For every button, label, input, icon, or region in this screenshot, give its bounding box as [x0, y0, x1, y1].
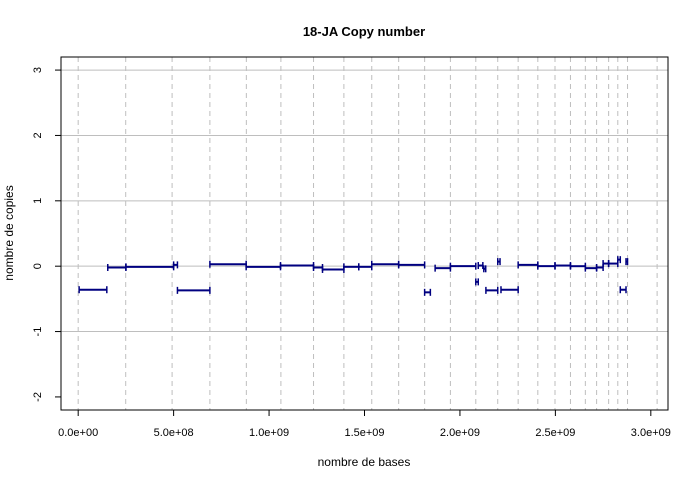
x-tick-label: 3.0e+09	[631, 427, 671, 439]
segment	[177, 287, 209, 294]
chart-title: 18-JA Copy number	[303, 24, 425, 39]
horizontal-grid	[61, 70, 668, 331]
segment	[281, 262, 314, 269]
y-tick-label: 2	[32, 132, 44, 138]
x-tick-label: 1.5e+09	[344, 427, 384, 439]
segment	[174, 261, 178, 268]
segment	[486, 287, 498, 294]
segment	[597, 264, 603, 271]
segment	[570, 263, 585, 270]
segment	[538, 263, 555, 270]
segment	[359, 263, 372, 270]
segment	[246, 263, 280, 270]
y-tick-label: 0	[32, 263, 44, 269]
y-tick-label: 1	[32, 198, 44, 204]
x-tick-label: 5.0e+08	[154, 427, 194, 439]
copy-number-segments	[79, 256, 627, 296]
x-axis-label: nombre de bases	[318, 455, 411, 469]
y-tick-label: -2	[32, 392, 44, 402]
x-tick-label: 2.5e+09	[535, 427, 575, 439]
segment	[501, 286, 518, 293]
y-tick-label: 3	[32, 67, 44, 73]
segment	[314, 264, 323, 271]
y-axis-label: nombre de copies	[2, 185, 16, 280]
segment	[323, 266, 344, 273]
segment	[620, 286, 626, 293]
x-tick-label: 1.0e+09	[249, 427, 289, 439]
x-tick-label: 2.0e+09	[440, 427, 480, 439]
segment	[425, 289, 431, 296]
segment	[626, 258, 628, 265]
segment	[518, 261, 538, 268]
segment	[498, 258, 500, 265]
segment	[126, 263, 174, 270]
segment	[108, 264, 126, 271]
x-tick-label: 0.0e+00	[58, 427, 98, 439]
segment	[476, 278, 478, 285]
y-axis: -2 -1 0 1 2 3	[32, 67, 61, 402]
y-tick-label: -1	[32, 327, 44, 337]
chromosome-boundary-grid	[78, 57, 657, 410]
plot-area-border	[61, 57, 668, 410]
segment	[344, 263, 359, 270]
segment	[450, 263, 475, 270]
segment	[399, 261, 425, 268]
x-axis: 0.0e+00 5.0e+08 1.0e+09 1.5e+09 2.0e+09 2.5e+…	[58, 410, 671, 439]
segment	[478, 262, 483, 269]
segment	[79, 286, 107, 293]
segment	[555, 262, 570, 269]
segment	[618, 256, 620, 263]
